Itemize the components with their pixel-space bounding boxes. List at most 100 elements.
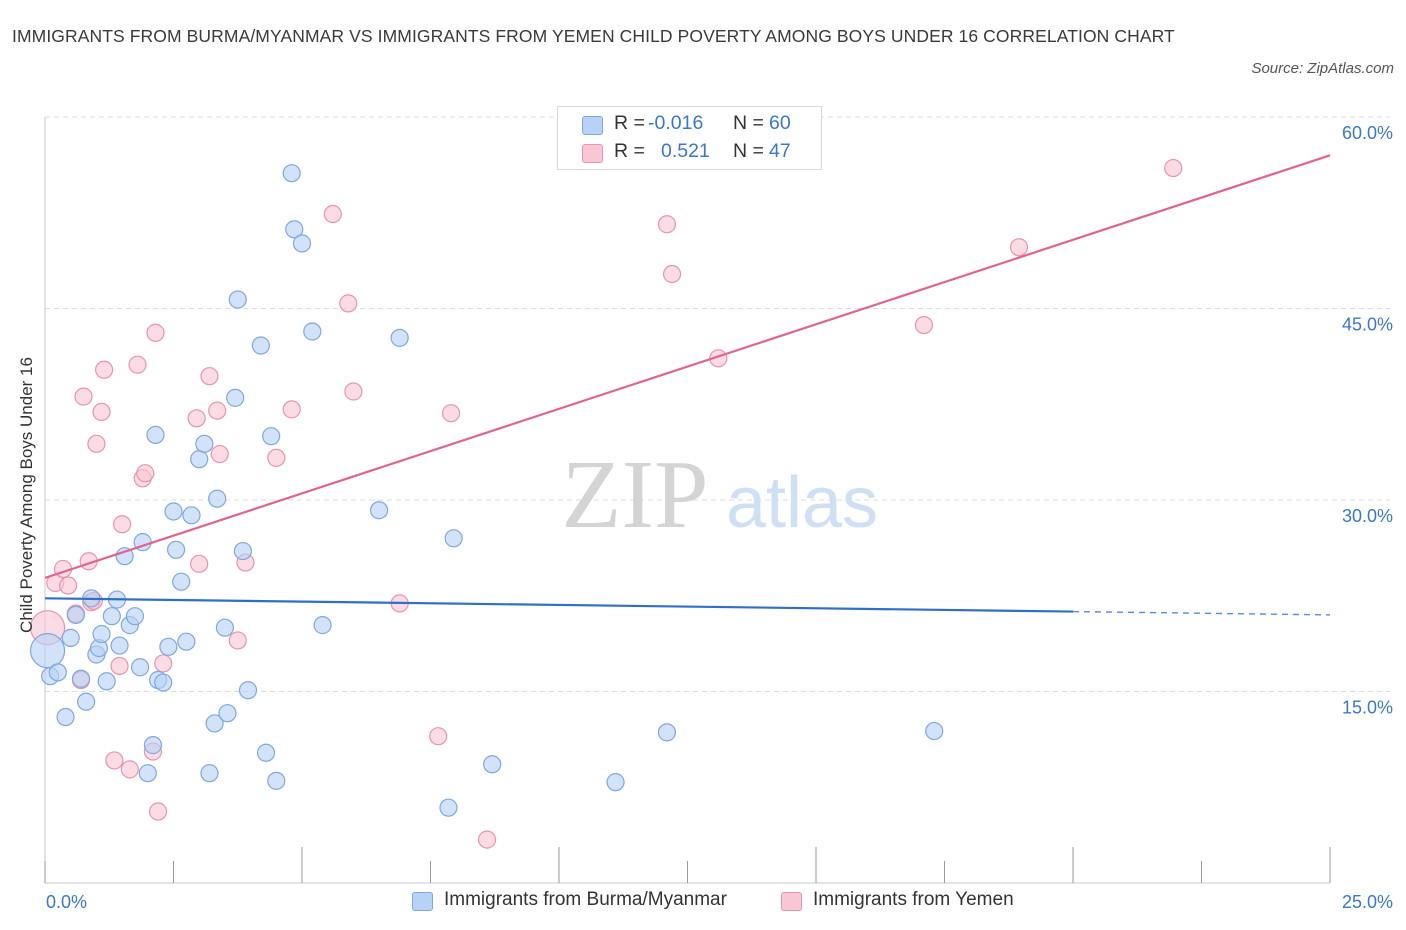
burma-point — [313, 616, 332, 635]
burma-point — [102, 607, 121, 626]
burma-point — [303, 322, 322, 341]
yemen-point — [914, 315, 934, 335]
yemen-point — [323, 204, 342, 224]
burma-point — [125, 607, 145, 626]
burma-point — [77, 692, 96, 711]
yemen-point — [154, 654, 173, 673]
burma-point — [172, 572, 191, 591]
yemen-point — [190, 554, 209, 573]
legend-r-value-burma: -0.016 — [648, 112, 704, 134]
burma-point — [130, 658, 150, 677]
burma-point — [370, 501, 389, 520]
legend-n-value-burma: 60 — [769, 112, 791, 134]
yemen-point — [87, 434, 106, 453]
chart-title: IMMIGRANTS FROM BURMA/MYANMAR VS IMMIGRA… — [12, 26, 1175, 46]
burma-point — [61, 628, 80, 647]
burma-point — [226, 388, 245, 407]
burma-point — [606, 773, 625, 792]
x-tick-label: 25.0% — [1342, 892, 1393, 912]
x-tick-label: 0.0% — [46, 892, 87, 912]
trend-line-burma-extension — [1072, 610, 1331, 616]
burma-point — [208, 489, 227, 508]
yemen-point — [146, 323, 165, 342]
watermark: ZIP atlas — [562, 441, 879, 549]
yemen-point — [282, 400, 301, 419]
legend-n-label: N = — [733, 140, 764, 162]
burma-point — [215, 618, 234, 637]
y-tick-label: 30.0% — [1342, 506, 1393, 526]
burma-point — [92, 624, 111, 644]
trend-lines — [44, 154, 1331, 616]
burma-point — [190, 450, 209, 469]
axes — [44, 117, 1331, 884]
watermark-zip: ZIP — [562, 441, 709, 549]
burma-point — [439, 798, 458, 817]
burma-point — [143, 736, 163, 755]
yemen-point — [1009, 238, 1029, 257]
yemen-point — [187, 409, 206, 428]
y-tick-label: 60.0% — [1342, 123, 1393, 143]
burma-point — [267, 771, 286, 790]
yemen-point — [128, 355, 147, 374]
burma-point — [71, 669, 91, 688]
burma-point — [390, 328, 409, 347]
grid-lines — [45, 116, 1390, 692]
bottom-legend-label-yemen: Immigrants from Yemen — [813, 889, 1014, 910]
burma-point — [292, 234, 312, 253]
yemen-point — [1164, 158, 1183, 178]
yemen-point — [339, 294, 358, 313]
burma-point — [177, 632, 196, 651]
burma-point — [233, 541, 252, 561]
burma-point — [110, 636, 129, 655]
burma-point — [56, 707, 75, 727]
burma-point — [97, 672, 116, 691]
bottom-legend-swatch-burma — [412, 892, 433, 911]
yemen-point — [74, 387, 93, 406]
yemen-point — [662, 264, 682, 284]
yemen-point — [657, 215, 677, 234]
burma-point — [228, 290, 247, 309]
trend-line-yemen — [44, 154, 1331, 579]
yemen-point — [210, 444, 229, 464]
yemen-point — [120, 760, 139, 779]
burma-point — [166, 540, 186, 559]
correlation-legend: R = -0.016 N = 60 R = 0.521 N = 47 — [557, 106, 822, 170]
yemen-point — [110, 656, 129, 676]
trend-line-burma — [44, 597, 1074, 613]
bottom-legend-swatch-yemen — [781, 892, 802, 911]
burma-point — [285, 220, 304, 239]
yemen-point — [148, 802, 168, 821]
tick-labels: 15.0% 30.0% 45.0% 60.0% 0.0% 25.0% — [46, 123, 1393, 912]
burma-point — [154, 673, 173, 692]
yemen-point — [95, 360, 114, 379]
yemen-point — [92, 402, 111, 422]
yemen-point — [429, 727, 448, 746]
legend-r-value-yemen: 0.521 — [661, 140, 710, 162]
watermark-atlas: atlas — [726, 463, 878, 543]
yemen-point — [200, 367, 219, 386]
burma-point — [483, 755, 502, 774]
burma-point — [251, 336, 270, 355]
burma-point — [29, 633, 66, 669]
burma-point — [182, 506, 201, 525]
yemen-point — [136, 464, 155, 483]
legend-r-label: R = — [614, 140, 645, 162]
legend-n-label: N = — [733, 112, 764, 134]
burma-point — [657, 723, 677, 742]
burma-point — [138, 764, 157, 783]
y-tick-label: 45.0% — [1342, 315, 1393, 335]
burma-point — [159, 637, 178, 656]
burma-point — [146, 425, 165, 444]
yemen-point — [105, 751, 124, 770]
yemen-point — [228, 631, 247, 650]
yemen-point — [59, 576, 78, 595]
yemen-point — [267, 448, 286, 467]
y-tick-label: 15.0% — [1342, 698, 1393, 718]
burma-point — [66, 605, 85, 625]
yemen-point — [441, 404, 461, 423]
y-axis-label: Child Poverty Among Boys Under 16 — [17, 357, 36, 633]
burma-point — [925, 721, 944, 741]
burma-point — [256, 743, 276, 762]
burma-point — [262, 427, 281, 446]
